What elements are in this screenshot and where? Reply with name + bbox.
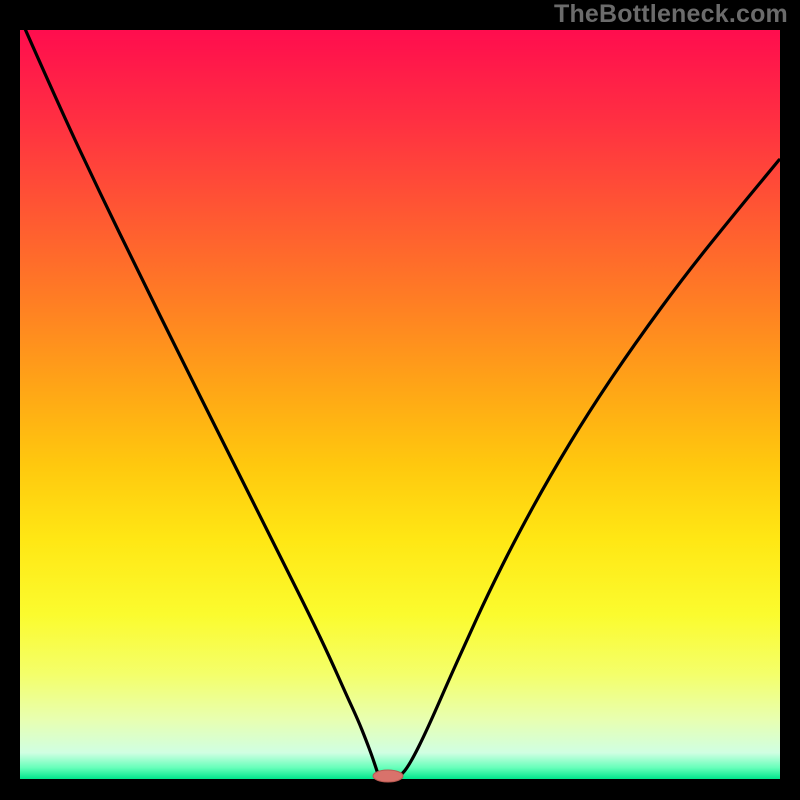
watermark-text: TheBottleneck.com: [554, 0, 788, 29]
gradient-background: [20, 30, 780, 779]
chart-canvas: TheBottleneck.com: [0, 0, 800, 800]
bottleneck-chart: [0, 0, 800, 800]
optimum-marker: [373, 770, 403, 782]
